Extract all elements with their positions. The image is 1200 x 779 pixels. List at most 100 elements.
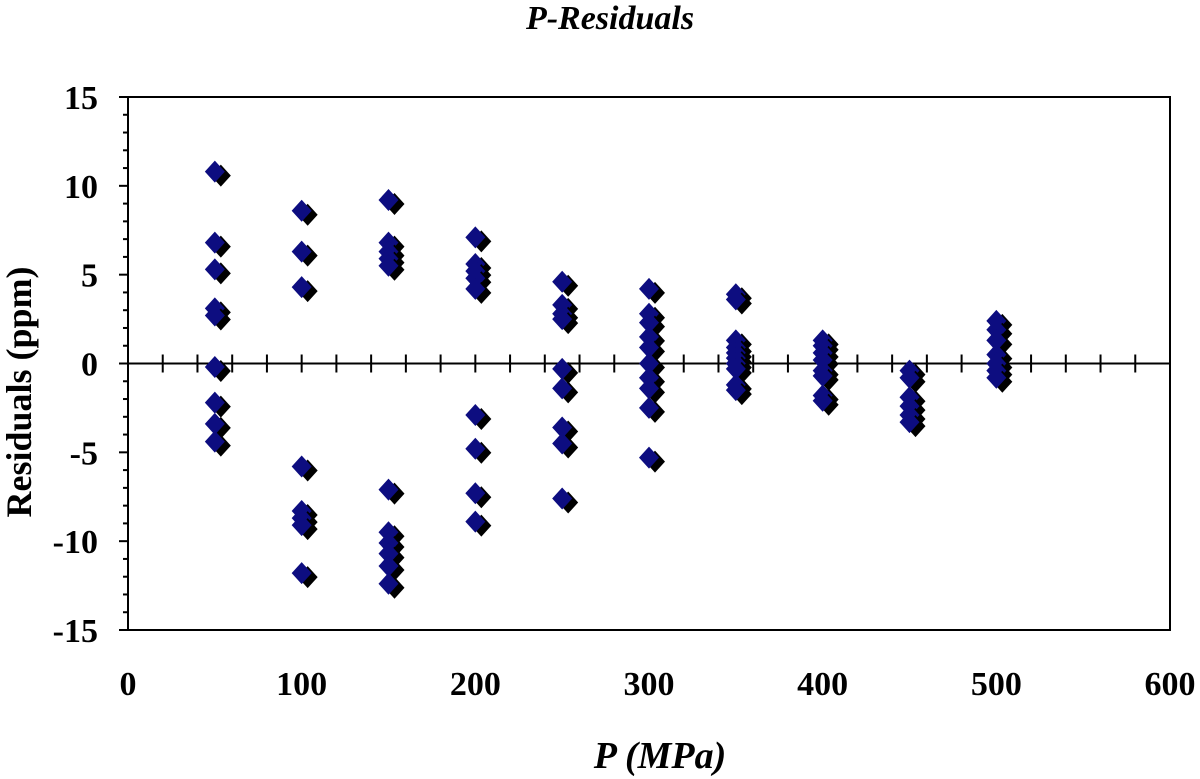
data-point <box>204 304 231 331</box>
data-point-marker <box>986 329 1007 352</box>
data-point-marker <box>552 432 573 455</box>
data-point <box>639 396 665 423</box>
data-point-marker <box>465 437 486 460</box>
x-axis-label: P (MPa) <box>593 735 727 777</box>
x-tick-label: 200 <box>450 666 501 703</box>
data-point-marker <box>639 377 659 400</box>
x-tick-label: 600 <box>1145 666 1196 703</box>
data-point-marker <box>899 411 920 434</box>
data-point <box>291 514 318 541</box>
x-tick-labels: 0 100 200 300 400 500 600 <box>120 666 1196 703</box>
data-point-marker <box>378 555 399 578</box>
data-point-marker <box>204 258 225 281</box>
data-point <box>552 377 579 404</box>
y-axis-label: Residuals (ppm) <box>0 266 39 517</box>
data-point <box>465 437 492 464</box>
y-tick-label: 5 <box>81 258 98 295</box>
data-point-marker <box>465 404 486 427</box>
data-point-marker <box>204 356 225 379</box>
data-point-marker <box>465 226 486 249</box>
y-tick-label: 10 <box>64 169 98 206</box>
data-point <box>204 430 231 457</box>
data-point <box>639 277 665 304</box>
y-tick-labels: -15 -10 -5 0 5 10 15 <box>53 80 98 650</box>
data-point <box>465 404 492 431</box>
data-point <box>204 160 231 187</box>
data-point <box>552 270 579 297</box>
data-point <box>291 240 318 267</box>
data-point-marker <box>552 270 573 293</box>
x-tick-label: 100 <box>276 666 327 703</box>
data-point-marker <box>465 482 486 505</box>
data-point <box>465 482 492 509</box>
data-point <box>378 189 405 216</box>
data-points <box>204 160 1013 599</box>
data-point-marker <box>291 276 312 299</box>
data-point <box>552 308 579 335</box>
data-point-marker <box>204 391 225 414</box>
y-tick-label: 15 <box>64 80 98 117</box>
data-point-marker <box>725 357 746 380</box>
data-point-marker <box>291 562 312 585</box>
data-point <box>204 258 231 285</box>
data-point-marker <box>291 455 312 478</box>
data-point <box>639 311 665 338</box>
data-point <box>899 411 926 438</box>
y-tick-label: -5 <box>70 435 98 472</box>
data-point-marker <box>378 542 399 565</box>
data-point-marker <box>378 478 399 501</box>
data-point <box>465 510 492 537</box>
data-point-marker <box>812 389 833 412</box>
data-point-marker <box>465 277 486 300</box>
data-point-marker <box>552 308 573 331</box>
data-point <box>812 389 839 416</box>
data-point-marker <box>725 288 746 311</box>
data-point <box>291 276 318 303</box>
data-point-marker <box>639 446 659 469</box>
data-point <box>899 366 926 393</box>
y-tick-label: -15 <box>53 613 98 650</box>
data-point <box>725 288 752 315</box>
data-point <box>204 391 231 418</box>
data-point-marker <box>291 514 312 537</box>
data-point-marker <box>639 336 659 359</box>
data-point <box>639 446 665 473</box>
data-point <box>552 487 579 514</box>
data-point-marker <box>639 277 659 300</box>
data-point <box>291 199 318 226</box>
data-point <box>552 357 579 384</box>
data-point <box>204 356 231 383</box>
data-point <box>465 277 492 304</box>
data-point-marker <box>204 304 225 327</box>
data-point-marker <box>552 487 573 510</box>
data-point <box>465 226 492 253</box>
data-point-marker <box>378 254 399 277</box>
x-tick-label: 400 <box>797 666 848 703</box>
data-point-marker <box>204 231 225 254</box>
chart-title: P-Residuals <box>525 0 694 37</box>
data-point-marker <box>204 412 225 435</box>
data-point-marker <box>204 430 225 453</box>
data-point <box>725 379 752 406</box>
data-point-marker <box>552 357 573 380</box>
data-point-marker <box>552 416 573 439</box>
data-point-marker <box>378 189 399 212</box>
data-point <box>378 478 405 505</box>
data-point-marker <box>639 396 659 419</box>
data-point-marker <box>291 199 312 222</box>
data-point <box>378 572 405 599</box>
data-point-marker <box>639 352 659 375</box>
data-point <box>291 455 318 482</box>
data-point-marker <box>986 366 1007 389</box>
data-point <box>291 562 318 589</box>
data-point-marker <box>639 311 659 334</box>
y-tick-label: -10 <box>53 524 98 561</box>
data-point-marker <box>812 364 833 387</box>
data-point-marker <box>899 366 920 389</box>
data-point-marker <box>204 160 225 183</box>
x-tick-label: 500 <box>971 666 1022 703</box>
data-point-marker <box>725 379 746 402</box>
data-point-marker <box>291 240 312 263</box>
x-tick-label: 0 <box>120 666 137 703</box>
